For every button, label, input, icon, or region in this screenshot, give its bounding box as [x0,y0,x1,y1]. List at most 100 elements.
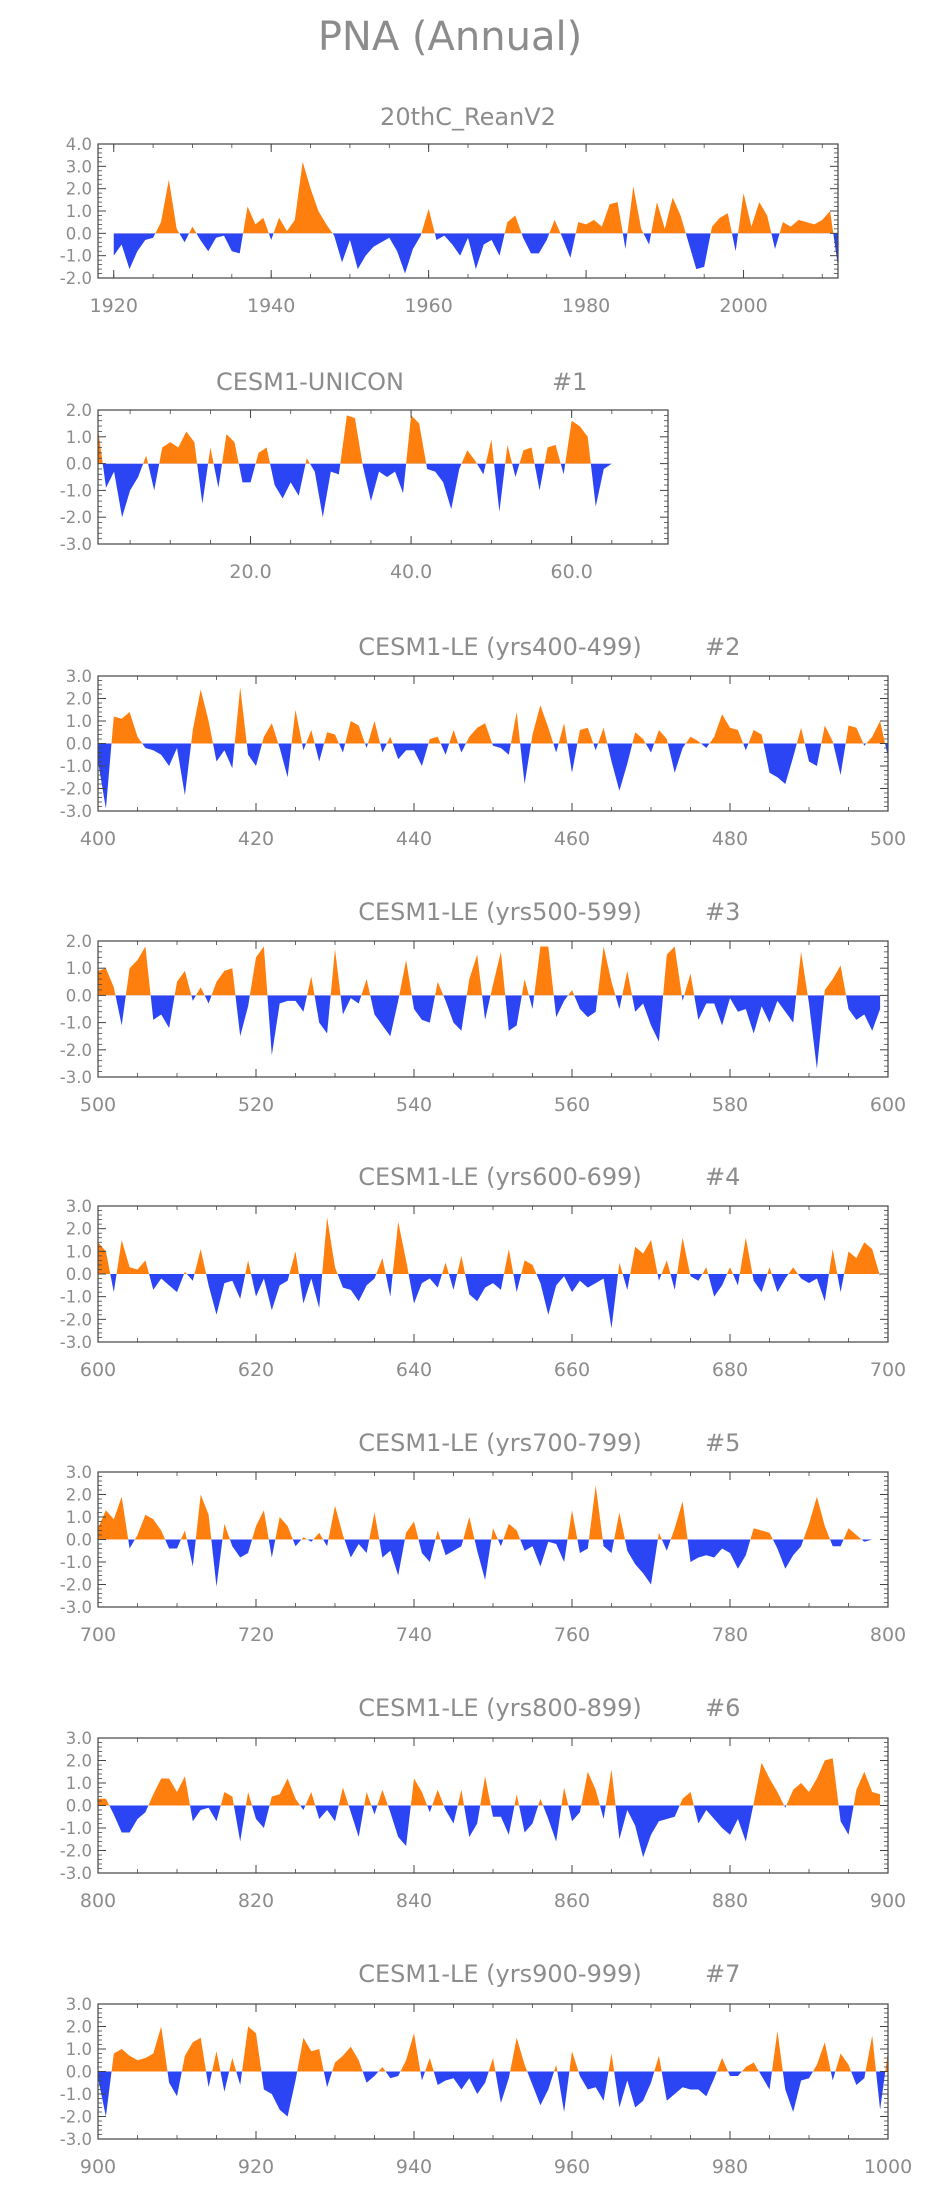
x-tick-label: 880 [712,1890,748,1912]
x-tick-label: 40.0 [390,561,432,583]
x-tick-label: 1920 [90,295,138,317]
x-tick-label: 640 [396,1359,432,1381]
panel-run-label: #3 [705,898,740,926]
x-tick-label: 700 [80,1624,116,1646]
negative-area [113,233,838,274]
x-tick-label: 520 [238,1094,274,1116]
panel-run-label: #1 [552,368,587,396]
x-tick-label: 860 [554,1890,590,1912]
y-tick-label: 0.0 [66,1797,92,1816]
panel-4: CESM1-LE (yrs500-599) #3 2.0 1.0 0.0 -1.0 -2.0… [60,898,906,1116]
y-tick-label: 2.0 [66,932,92,951]
y-tick-label: 0.0 [66,986,92,1005]
x-tick-label: 400 [80,828,116,850]
y-tick-label: -3.0 [60,1598,92,1617]
y-tick-label: -1.0 [60,2085,92,2104]
y-tick-label: 1.0 [66,712,92,731]
y-tick-label: 2.0 [66,180,92,199]
panel-title: CESM1-LE (yrs800-899) [358,1694,642,1722]
x-tick-label: 960 [554,2156,590,2178]
y-tick-label: -2.0 [60,508,92,527]
y-tick-label: -3.0 [60,1864,92,1883]
y-tick-label: 2.0 [66,1220,92,1239]
panel-run-label: #5 [705,1429,740,1457]
x-tick-label: 1980 [562,295,610,317]
negative-area [102,463,612,518]
positive-area [98,415,591,464]
y-tick-label: 1.0 [66,1508,92,1527]
x-tick-label: 580 [712,1094,748,1116]
y-tick-label: -2.0 [60,1310,92,1329]
positive-area [98,946,881,996]
y-tick-label: -3.0 [60,1068,92,1087]
panel-title: 20thC_ReanV2 [380,103,556,131]
y-tick-label: 1.0 [66,959,92,978]
negative-area [98,743,888,809]
y-tick-label: 0.0 [66,224,92,243]
y-tick-label: 0.0 [66,455,92,474]
y-tick-label: 3.0 [66,667,92,686]
panels: 20thC_ReanV2 4.0 3.0 2.0 1.0 0.0 -1.0 -2.0 1920 1… [60,103,912,2178]
x-tick-label: 600 [80,1359,116,1381]
y-tick-label: -3.0 [60,1333,92,1352]
positive-area [98,687,888,744]
x-tick-label: 600 [870,1094,906,1116]
y-tick-label: 1.0 [66,2040,92,2059]
y-tick-label: 2.0 [66,2018,92,2037]
y-tick-label: 2.0 [66,401,92,420]
panel-title: CESM1-LE (yrs900-999) [358,1960,642,1988]
x-tick-label: 20.0 [229,561,271,583]
y-tick-label: 3.0 [66,1995,92,2014]
y-tick-label: -1.0 [60,481,92,500]
negative-area [115,995,881,1069]
y-tick-label: 3.0 [66,1729,92,1748]
x-tick-label: 480 [712,828,748,850]
x-tick-label: 920 [238,2156,274,2178]
y-tick-label: 0.0 [66,1265,92,1284]
x-tick-label: 500 [80,1094,116,1116]
panel-run-label: #2 [705,633,740,661]
figure-title: PNA (Annual) [318,14,582,60]
y-tick-label: -1.0 [60,1014,92,1033]
negative-area [98,2071,888,2117]
plot-frame [97,143,839,279]
x-tick-label: 660 [554,1359,590,1381]
y-tick-label: 3.0 [66,157,92,176]
y-tick-label: -1.0 [60,757,92,776]
y-tick-label: 0.0 [66,1531,92,1550]
x-tick-label: 800 [870,1624,906,1646]
y-tick-label: 1.0 [66,428,92,447]
y-tick-label: 2.0 [66,1486,92,1505]
y-tick-label: -1.0 [60,247,92,266]
x-tick-label: 60.0 [551,561,593,583]
x-tick-label: 500 [870,828,906,850]
panel-run-label: #7 [705,1960,740,1988]
x-tick-label: 840 [396,1890,432,1912]
panel-8: CESM1-LE (yrs900-999) #7 3.0 2.0 1.0 0.0 -1.0 -… [60,1960,912,2178]
y-tick-label: -2.0 [60,269,92,288]
x-tick-label: 700 [870,1359,906,1381]
panel-2: CESM1-UNICON #1 2.0 1.0 0.0 -1.0 -2.0 -3.0 20.0 4… [60,368,669,583]
x-tick-label: 540 [396,1094,432,1116]
positive-area [98,2026,888,2072]
positive-area [113,161,838,234]
y-tick-label: 1.0 [66,1774,92,1793]
negative-area [98,1274,881,1329]
x-tick-label: 800 [80,1890,116,1912]
panel-title: CESM1-LE (yrs700-799) [358,1429,642,1457]
panel-6: CESM1-LE (yrs700-799) #5 3.0 2.0 1.0 0.0 -1.0 -… [60,1429,906,1646]
y-tick-label: 2.0 [66,690,92,709]
x-tick-label: 620 [238,1359,274,1381]
y-tick-label: 4.0 [66,135,92,154]
y-tick-label: -3.0 [60,535,92,554]
y-tick-label: -1.0 [60,1288,92,1307]
x-tick-label: 760 [554,1624,590,1646]
panel-title: CESM1-UNICON [216,368,404,396]
panel-run-label: #6 [705,1694,740,1722]
x-tick-label: 460 [554,828,590,850]
y-tick-label: -3.0 [60,802,92,821]
y-tick-label: 3.0 [66,1463,92,1482]
y-tick-label: -2.0 [60,780,92,799]
panel-7: CESM1-LE (yrs800-899) #6 3.0 2.0 1.0 0.0 -1.0 -… [60,1694,906,1912]
